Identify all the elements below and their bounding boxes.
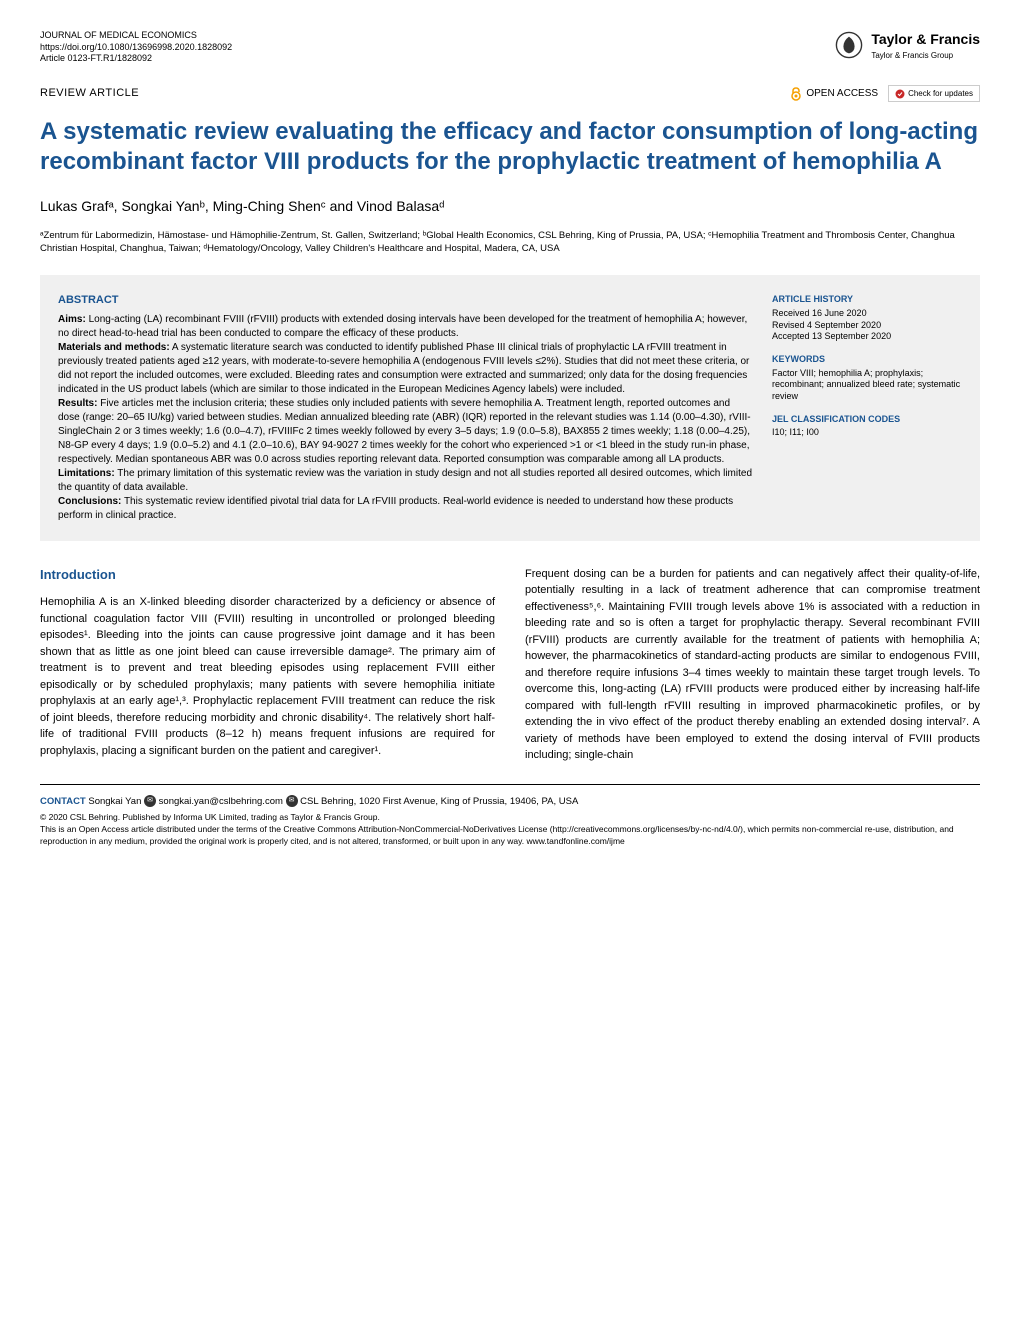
intro-heading: Introduction (40, 566, 495, 584)
license-text: This is an Open Access article distribut… (40, 824, 980, 848)
taylor-francis-icon (835, 31, 863, 59)
copyright-text: © 2020 CSL Behring. Published by Informa… (40, 812, 980, 824)
contact-label: CONTACT (40, 796, 86, 807)
contact-name: Songkai Yan (88, 796, 141, 807)
limitations-label: Limitations: (58, 468, 115, 479)
mail-icon: ✉ (286, 795, 298, 807)
column-left: Introduction Hemophilia A is an X-linked… (40, 566, 495, 764)
received-date: Received 16 June 2020 (772, 308, 962, 320)
revised-date: Revised 4 September 2020 (772, 320, 962, 332)
email-icon: ✉ (144, 795, 156, 807)
access-info: OPEN ACCESS Check for updates (790, 85, 980, 102)
journal-name: JOURNAL OF MEDICAL ECONOMICS (40, 30, 232, 42)
results-text: Five articles met the inclusion criteria… (58, 398, 751, 465)
intro-para1: Hemophilia A is an X-linked bleeding dis… (40, 594, 495, 759)
contact-line: CONTACT Songkai Yan ✉ songkai.yan@cslbeh… (40, 795, 980, 808)
publisher-logo: Taylor & Francis Taylor & Francis Group (835, 30, 980, 61)
check-updates-button[interactable]: Check for updates (888, 85, 980, 102)
article-title: A systematic review evaluating the effic… (40, 117, 980, 177)
open-access-icon (790, 87, 802, 101)
article-id: Article 0123-FT.R1/1828092 (40, 53, 232, 65)
aims-text: Long-acting (LA) recombinant FVIII (rFVI… (58, 314, 747, 339)
methods-label: Materials and methods: (58, 342, 170, 353)
publisher-text: Taylor & Francis Taylor & Francis Group (871, 30, 980, 61)
doi: https://doi.org/10.1080/13696998.2020.18… (40, 42, 232, 54)
limitations-text: The primary limitation of this systemati… (58, 468, 752, 493)
crossmark-icon (895, 89, 905, 99)
abstract-main: ABSTRACT Aims: Long-acting (LA) recombin… (58, 293, 752, 522)
keywords-text: Factor VIII; hemophilia A; prophylaxis; … (772, 368, 962, 403)
article-type: REVIEW ARTICLE (40, 86, 139, 101)
journal-info: JOURNAL OF MEDICAL ECONOMICS https://doi… (40, 30, 232, 65)
keywords-heading: KEYWORDS (772, 353, 962, 366)
footer: CONTACT Songkai Yan ✉ songkai.yan@cslbeh… (40, 784, 980, 848)
open-access-label: OPEN ACCESS (806, 87, 878, 101)
jel-heading: JEL CLASSIFICATION CODES (772, 413, 962, 426)
header-top: JOURNAL OF MEDICAL ECONOMICS https://doi… (40, 30, 980, 65)
aims-label: Aims: (58, 314, 86, 325)
contact-email: songkai.yan@cslbehring.com (159, 796, 283, 807)
body-columns: Introduction Hemophilia A is an X-linked… (40, 566, 980, 764)
article-type-row: REVIEW ARTICLE OPEN ACCESS Check for upd… (40, 85, 980, 102)
conclusions-label: Conclusions: (58, 496, 121, 507)
abstract-sidebar: ARTICLE HISTORY Received 16 June 2020 Re… (772, 293, 962, 522)
publisher-name: Taylor & Francis (871, 30, 980, 50)
affiliations: ᵃZentrum für Labormedizin, Hämostase- un… (40, 229, 980, 256)
abstract-heading: ABSTRACT (58, 293, 752, 308)
check-updates-label: Check for updates (908, 88, 973, 99)
accepted-date: Accepted 13 September 2020 (772, 331, 962, 343)
open-access-badge: OPEN ACCESS (790, 87, 878, 101)
intro-para2: Frequent dosing can be a burden for pati… (525, 566, 980, 764)
contact-address: CSL Behring, 1020 First Avenue, King of … (300, 796, 578, 807)
abstract-container: ABSTRACT Aims: Long-acting (LA) recombin… (40, 275, 980, 540)
column-right: Frequent dosing can be a burden for pati… (525, 566, 980, 764)
publisher-sub: Taylor & Francis Group (871, 50, 980, 61)
history-heading: ARTICLE HISTORY (772, 293, 962, 306)
conclusions-text: This systematic review identified pivota… (58, 496, 733, 521)
abstract-text: Aims: Long-acting (LA) recombinant FVIII… (58, 313, 752, 523)
jel-text: I10; I11; I00 (772, 427, 962, 439)
authors: Lukas Grafᵃ, Songkai Yanᵇ, Ming-Ching Sh… (40, 197, 980, 217)
results-label: Results: (58, 398, 97, 409)
